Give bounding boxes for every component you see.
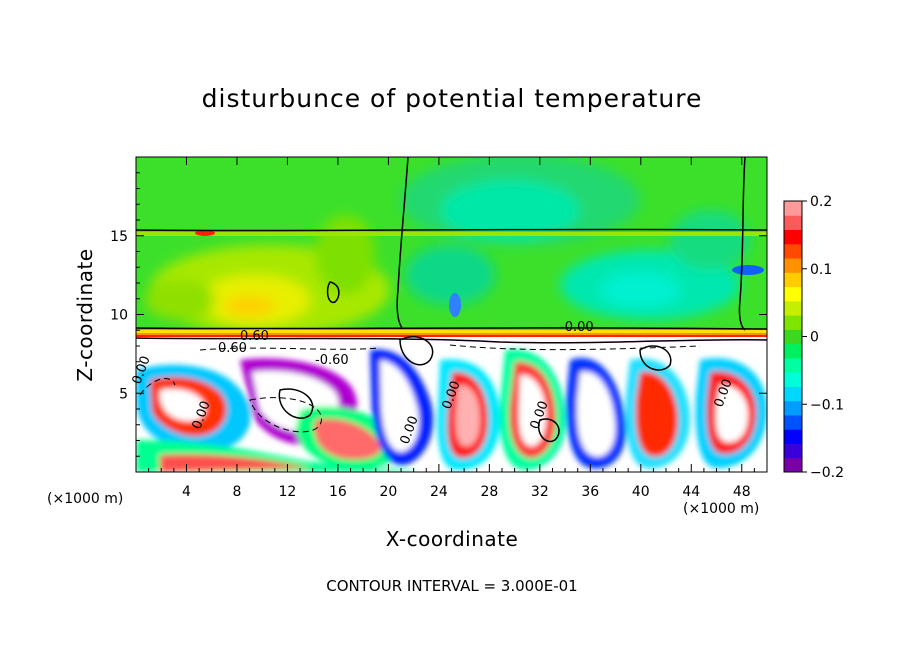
dashed-contours xyxy=(139,344,701,433)
colorbar-swatch xyxy=(784,286,802,302)
colorbar-swatch xyxy=(784,243,802,259)
y-tick-label: 5 xyxy=(119,386,128,402)
colorbar-tick-label: −0.1 xyxy=(810,397,844,413)
small-feature xyxy=(195,230,215,236)
colorbar-swatch xyxy=(784,201,802,216)
colorbar-swatch xyxy=(784,315,802,330)
colorbar xyxy=(783,200,803,473)
y-axis-ticks: 5 10 15 xyxy=(110,172,767,457)
contour-label: -0.00 xyxy=(560,320,594,335)
contour-line xyxy=(278,388,314,419)
colorbar-swatch xyxy=(784,429,802,444)
contour-line xyxy=(396,157,409,329)
colorbar-swatch xyxy=(784,258,802,273)
contour-line xyxy=(136,228,767,232)
x-tick-label: 20 xyxy=(379,484,397,500)
colorbar-swatch xyxy=(784,229,802,245)
contour-line xyxy=(399,336,434,366)
x-tick-label: 40 xyxy=(632,484,650,500)
contour-line xyxy=(738,157,746,331)
colorbar-swatch xyxy=(784,343,802,359)
upper-field-variation xyxy=(145,157,750,335)
colorbar-tick-label: 0 xyxy=(810,330,819,346)
contour-line xyxy=(199,347,381,351)
contour-label: 0.60 xyxy=(240,329,269,344)
colorbar-swatch xyxy=(784,386,802,402)
contour-line xyxy=(136,337,767,344)
contour-labels: 0.600.60-0.60-0.000.000.000.00 0.000.000.… xyxy=(130,320,736,446)
y-tick-label: 15 xyxy=(110,229,128,245)
contour-label: -0.60 xyxy=(315,353,349,368)
colorbar-swatch xyxy=(784,329,802,345)
colorbar-swatch xyxy=(784,357,802,373)
contour-line xyxy=(249,397,323,433)
x-tick-label: 44 xyxy=(682,484,700,500)
colorbar-swatch xyxy=(784,272,802,288)
y-axis-title: Z-coordinate xyxy=(73,248,97,382)
x-tick-label: 12 xyxy=(279,484,297,500)
colorbar-swatch xyxy=(784,372,802,387)
x-tick-label: 36 xyxy=(581,484,599,500)
contour-line xyxy=(139,377,176,396)
x-unit-label-right: (×1000 m) xyxy=(683,501,760,517)
x-tick-label: 32 xyxy=(531,484,549,500)
x-tick-label: 4 xyxy=(182,484,191,500)
lower-field-structures xyxy=(136,349,767,472)
contour-line xyxy=(326,281,340,304)
colorbar-swatch xyxy=(784,300,802,316)
colorbar-swatch xyxy=(784,400,802,416)
x-tick-label: 8 xyxy=(232,484,241,500)
contour-interval-note: CONTOUR INTERVAL = 3.000E-01 xyxy=(326,577,578,595)
small-feature xyxy=(449,293,461,317)
colorbar-tick-label: 0.1 xyxy=(810,262,832,278)
colorbar-swatch xyxy=(784,414,802,430)
chart-title: disturbunce of potential temperature xyxy=(201,84,703,113)
colorbar-tick-label: −0.2 xyxy=(810,465,844,481)
colorbar-swatch xyxy=(784,443,802,459)
x-tick-label: 28 xyxy=(480,484,498,500)
contour-label: 0.60 xyxy=(218,341,247,356)
colorbar-swatch xyxy=(784,457,802,473)
x-axis-title: X-coordinate xyxy=(385,527,519,551)
colorbar-tick-label: 0.2 xyxy=(810,194,832,210)
x-tick-label: 24 xyxy=(430,484,448,500)
x-tick-label: 16 xyxy=(329,484,347,500)
x-axis-ticks: 4 8 12 16 20 24 28 32 36 40 44 48 xyxy=(148,157,755,500)
x-unit-label-left: (×1000 m) xyxy=(47,491,124,507)
x-tick-label: 48 xyxy=(733,484,751,500)
contour-line xyxy=(639,345,672,371)
colorbar-ticks: 0.2 0.1 0 −0.1 −0.2 xyxy=(802,194,844,481)
boundary-band xyxy=(136,330,767,333)
contour-lines xyxy=(136,157,767,443)
colorbar-swatch xyxy=(784,215,802,231)
contour-line xyxy=(538,418,560,443)
field-layer xyxy=(136,157,767,472)
small-feature xyxy=(732,265,764,275)
contour-line xyxy=(449,344,701,351)
contour-line xyxy=(136,327,767,330)
y-tick-label: 10 xyxy=(110,308,128,324)
